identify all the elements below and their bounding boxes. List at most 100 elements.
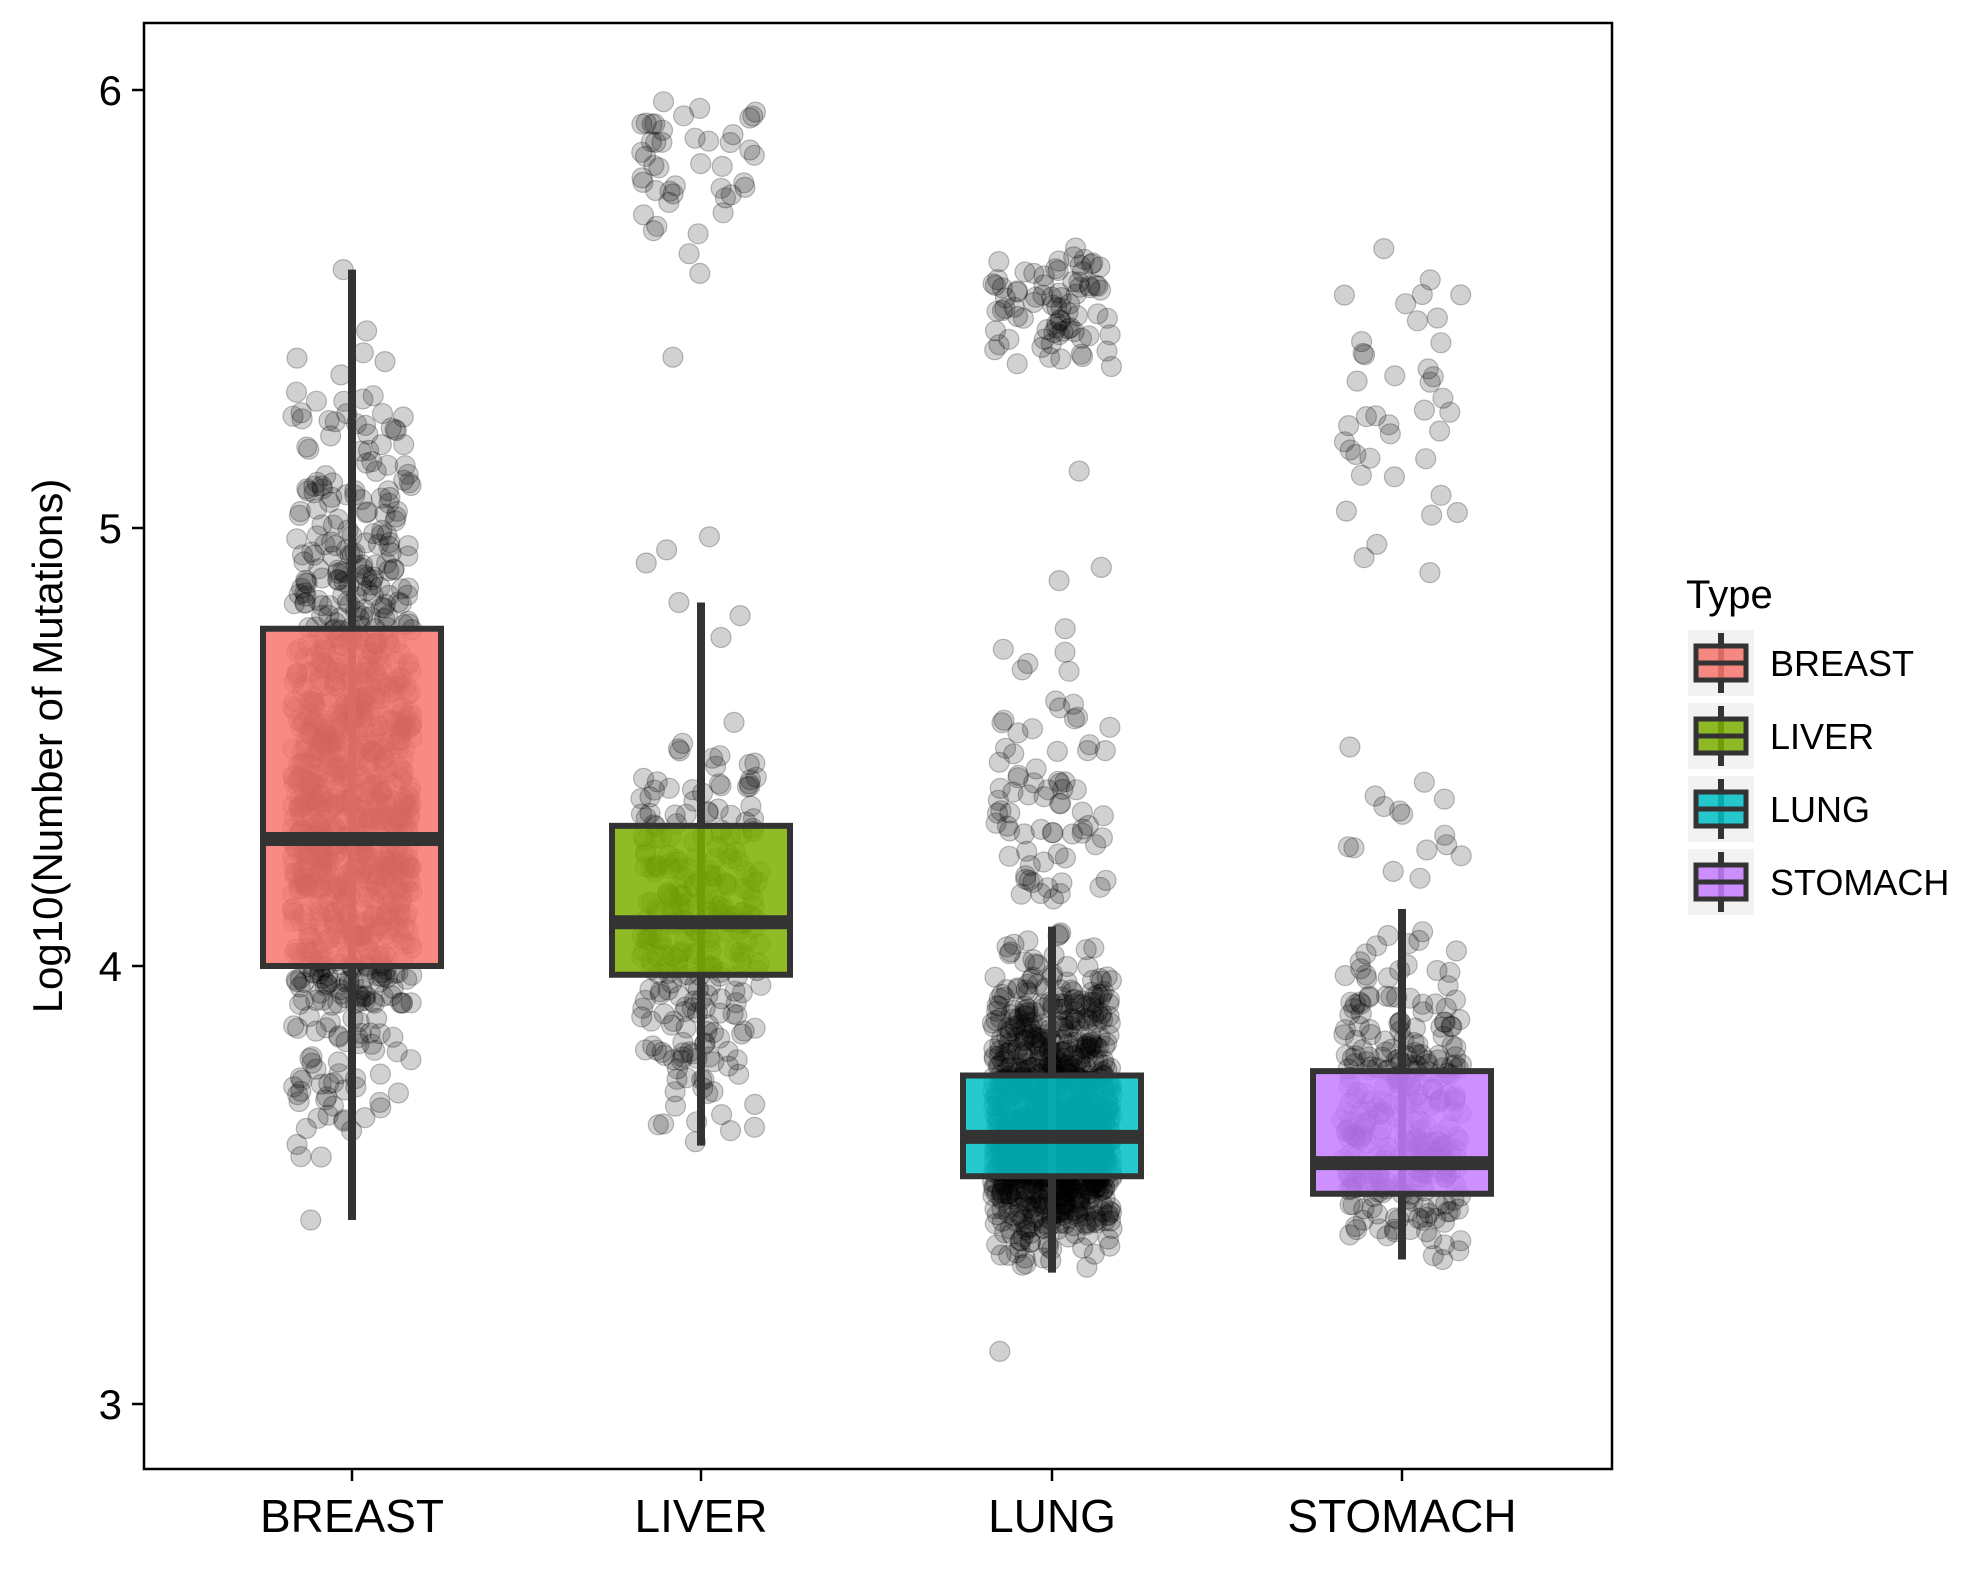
data-point — [1009, 1196, 1031, 1218]
data-point — [990, 1186, 1012, 1208]
data-point — [1033, 328, 1055, 350]
data-point — [1080, 991, 1102, 1014]
data-point — [645, 131, 667, 153]
data-point — [388, 591, 410, 613]
data-point — [1025, 286, 1047, 308]
data-point — [1021, 1023, 1043, 1045]
x-tick-label: BREAST — [260, 1490, 444, 1542]
data-point — [311, 567, 333, 589]
data-point — [1000, 1003, 1022, 1026]
data-point — [988, 751, 1010, 773]
data-point — [1083, 991, 1105, 1013]
data-point — [1057, 1181, 1079, 1203]
data-point — [1081, 1032, 1103, 1054]
data-point — [376, 524, 398, 546]
data-point — [984, 320, 1007, 342]
data-point — [689, 97, 711, 120]
data-point — [1006, 353, 1028, 375]
data-point — [1019, 1017, 1041, 1039]
data-point — [739, 775, 761, 797]
data-point — [658, 191, 680, 213]
data-point — [1062, 693, 1085, 715]
data-point — [310, 1146, 332, 1168]
data-point — [361, 1033, 383, 1055]
data-point — [1022, 871, 1044, 894]
data-point — [1062, 989, 1085, 1011]
data-point — [1066, 1203, 1088, 1225]
data-point — [1350, 331, 1373, 353]
data-point — [1446, 501, 1469, 524]
data-point — [998, 1244, 1020, 1267]
data-point — [1021, 1011, 1043, 1033]
data-point — [1382, 860, 1404, 883]
x-tick-label: LIVER — [635, 1490, 768, 1542]
data-point — [724, 980, 746, 1002]
data-point — [1046, 740, 1069, 763]
data-point — [668, 985, 690, 1007]
data-point — [1351, 1038, 1374, 1061]
data-point — [1075, 1214, 1097, 1236]
data-point — [1014, 999, 1036, 1021]
data-point — [1056, 955, 1078, 978]
data-point — [1071, 1237, 1094, 1259]
data-point — [1045, 690, 1067, 712]
data-point — [1007, 767, 1029, 789]
data-point — [744, 752, 766, 774]
data-point — [999, 1182, 1022, 1205]
data-point — [1009, 1237, 1031, 1259]
data-point — [1094, 1188, 1116, 1210]
data-point — [662, 346, 684, 368]
data-point — [369, 1091, 391, 1114]
data-point — [378, 559, 400, 582]
data-point — [1096, 966, 1118, 988]
data-point — [671, 732, 694, 755]
data-point — [994, 737, 1017, 759]
data-point — [286, 970, 308, 993]
data-point — [310, 1073, 332, 1095]
data-point — [739, 107, 761, 129]
data-point — [1005, 1184, 1027, 1206]
data-point — [738, 753, 760, 776]
data-point — [1087, 303, 1109, 325]
data-point — [370, 487, 392, 509]
data-point — [365, 554, 387, 576]
data-point — [1014, 995, 1036, 1017]
data-point — [1081, 1192, 1103, 1214]
data-point — [1015, 979, 1037, 1001]
data-point — [378, 535, 400, 557]
data-point — [362, 385, 384, 407]
data-point — [723, 711, 745, 734]
data-point — [1077, 1212, 1099, 1234]
data-point — [707, 798, 729, 820]
data-point — [1089, 256, 1111, 278]
data-point — [330, 364, 352, 386]
data-point — [1022, 948, 1044, 971]
data-point — [1411, 921, 1434, 943]
data-point — [288, 504, 310, 527]
data-point — [307, 589, 329, 612]
data-point — [1050, 348, 1072, 370]
data-point — [644, 179, 667, 202]
data-point — [1069, 1189, 1091, 1212]
data-point — [1075, 995, 1097, 1018]
data-point — [1079, 1188, 1101, 1210]
data-point — [1056, 1179, 1079, 1202]
data-point — [996, 936, 1018, 958]
data-point — [1413, 399, 1436, 421]
data-point — [282, 405, 304, 427]
data-point — [1063, 1044, 1085, 1066]
data-point — [651, 1041, 673, 1064]
data-point — [647, 1114, 669, 1136]
data-point — [1056, 1039, 1078, 1062]
data-point — [997, 1202, 1020, 1224]
data-point — [1101, 1217, 1123, 1240]
data-point — [1056, 971, 1078, 993]
box-body — [960, 1072, 1144, 1180]
data-point — [639, 978, 661, 1001]
data-point — [363, 992, 386, 1014]
data-point — [1048, 569, 1070, 592]
data-point — [1003, 1205, 1026, 1227]
data-point — [1011, 1254, 1033, 1276]
data-point — [327, 568, 349, 591]
data-point — [989, 1007, 1012, 1029]
